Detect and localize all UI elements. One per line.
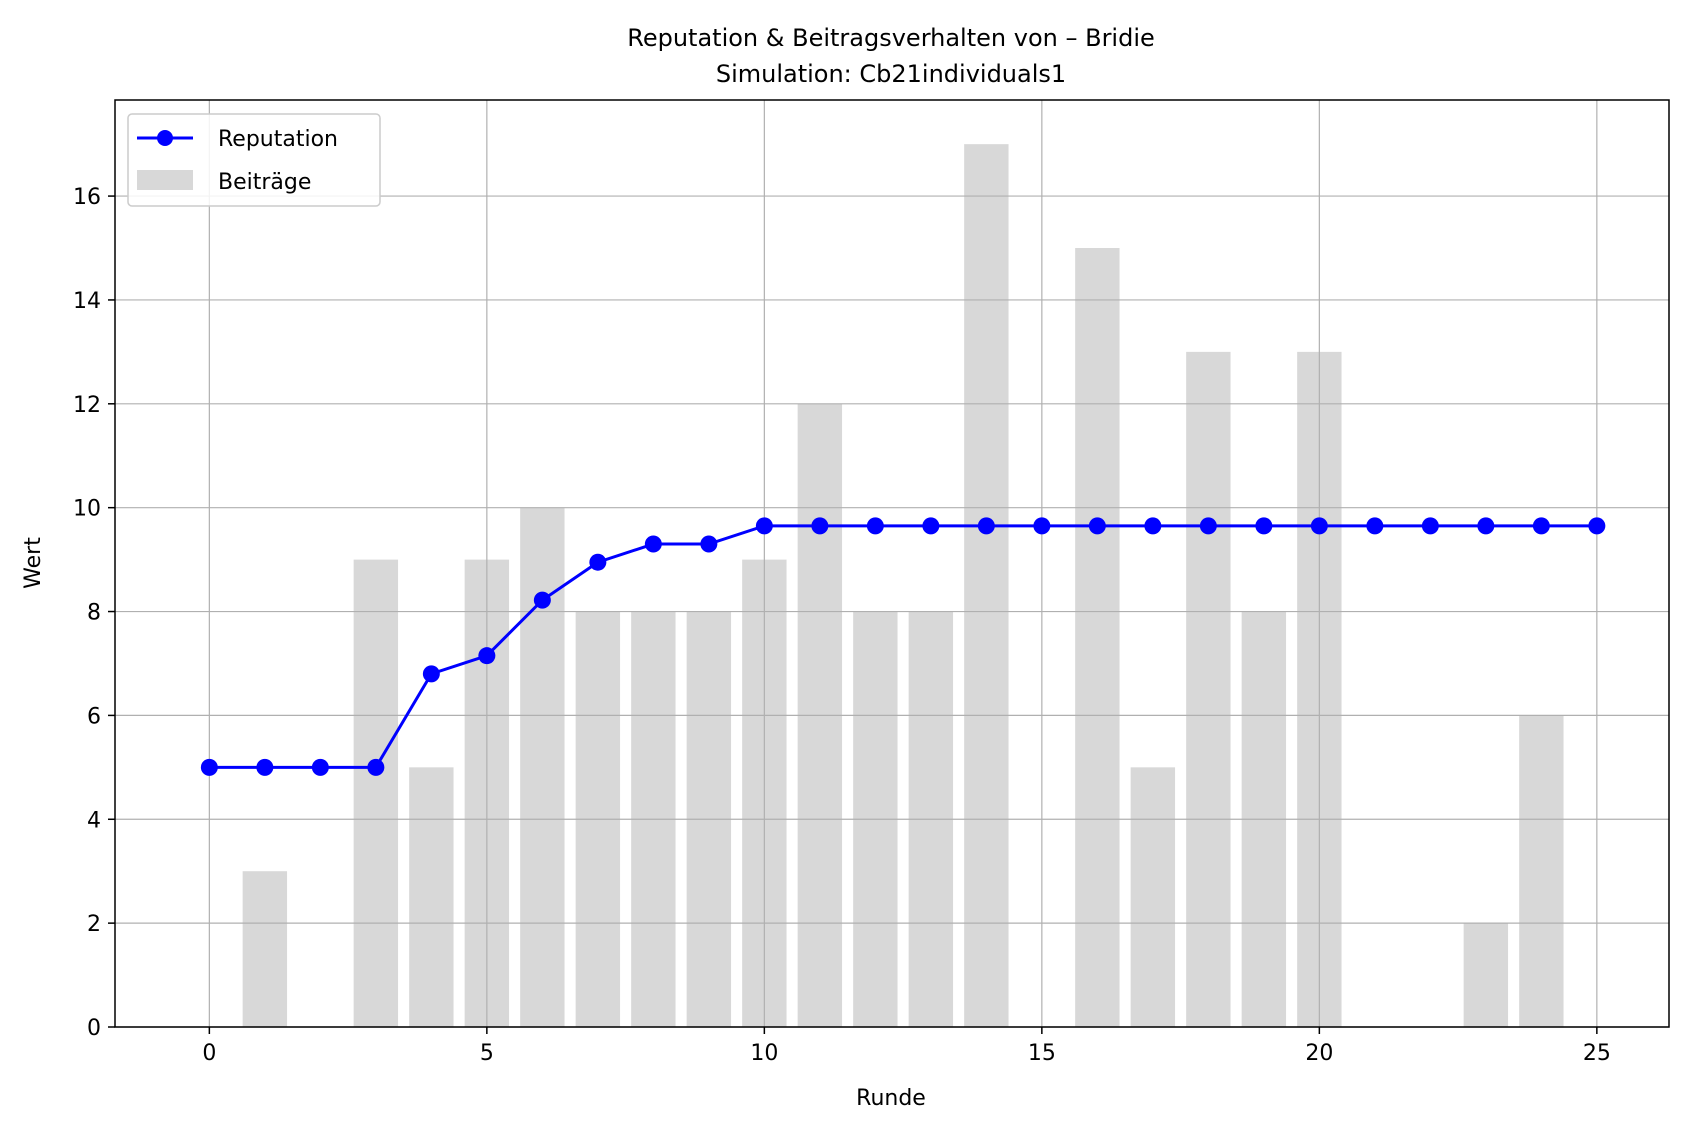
bar-round-4: [409, 767, 454, 1027]
y-tick-label-16: 16: [73, 185, 101, 210]
bar-round-24: [1519, 715, 1564, 1027]
y-tick-label-12: 12: [73, 393, 101, 418]
legend-reputation-marker: [157, 130, 173, 146]
bar-round-23: [1463, 923, 1509, 1027]
reputation-point-20: [1310, 517, 1328, 535]
reputation-point-9: [700, 535, 718, 553]
reputation-point-18: [1199, 517, 1217, 535]
reputation-point-24: [1532, 517, 1550, 535]
reputation-point-7: [589, 553, 607, 571]
y-axis-ticks: 0 2 4 6 8 10 12 14 16: [73, 185, 115, 1041]
bar-round-3: [353, 559, 399, 1027]
chart-subtitle: Simulation: Cb21individuals1: [716, 60, 1066, 88]
reputation-point-13: [922, 517, 940, 535]
bar-round-1: [242, 871, 288, 1027]
reputation-point-1: [256, 758, 274, 776]
bar-round-16: [1075, 248, 1120, 1027]
x-tick-label-25: 25: [1583, 1041, 1611, 1066]
x-axis-ticks: 0 5 10 15 20 25: [202, 1027, 1611, 1066]
reputation-point-22: [1421, 517, 1439, 535]
legend-beitraege-swatch: [137, 170, 193, 190]
reputation-point-3: [367, 758, 385, 776]
reputation-point-8: [644, 535, 662, 553]
y-tick-label-14: 14: [73, 289, 101, 314]
y-tick-label-10: 10: [73, 497, 101, 522]
reputation-point-12: [866, 517, 884, 535]
reputation-point-6: [533, 591, 551, 609]
x-tick-label-5: 5: [480, 1041, 494, 1066]
reputation-point-17: [1144, 517, 1162, 535]
y-tick-label-0: 0: [87, 1016, 101, 1041]
reputation-point-14: [977, 517, 995, 535]
reputation-point-23: [1477, 517, 1495, 535]
bar-round-6: [520, 507, 565, 1028]
bar-round-17: [1130, 767, 1176, 1027]
reputation-point-5: [478, 647, 496, 665]
x-axis-label: Runde: [856, 1086, 926, 1111]
reputation-point-0: [200, 758, 218, 776]
x-tick-label-0: 0: [202, 1041, 216, 1066]
y-tick-label-2: 2: [87, 912, 101, 937]
reputation-point-15: [1033, 517, 1051, 535]
reputation-point-4: [422, 665, 440, 683]
reputation-point-19: [1255, 517, 1273, 535]
reputation-point-25: [1588, 517, 1606, 535]
x-tick-label-15: 15: [1028, 1041, 1056, 1066]
chart-title: Reputation & Beitragsverhalten von – Bri…: [627, 24, 1155, 52]
legend-reputation-label: Reputation: [218, 127, 338, 152]
legend-beitraege-label: Beiträge: [218, 170, 311, 195]
bar-round-14: [964, 144, 1009, 1028]
y-tick-label-4: 4: [87, 808, 101, 833]
reputation-point-16: [1088, 517, 1106, 535]
reputation-point-10: [755, 517, 773, 535]
y-tick-label-6: 6: [87, 704, 101, 729]
x-tick-label-20: 20: [1305, 1041, 1333, 1066]
reputation-line: [209, 524, 1597, 769]
legend: Reputation Beiträge: [127, 113, 381, 207]
reputation-point-2: [311, 758, 329, 776]
line-layer: [200, 517, 1606, 776]
reputation-point-11: [811, 517, 829, 535]
reputation-point-21: [1366, 517, 1384, 535]
y-tick-label-8: 8: [87, 601, 101, 626]
x-tick-label-10: 10: [750, 1041, 778, 1066]
y-axis-label: Wert: [21, 537, 46, 589]
bar-round-18: [1186, 351, 1231, 1027]
plot-frame: [114, 99, 1670, 1028]
